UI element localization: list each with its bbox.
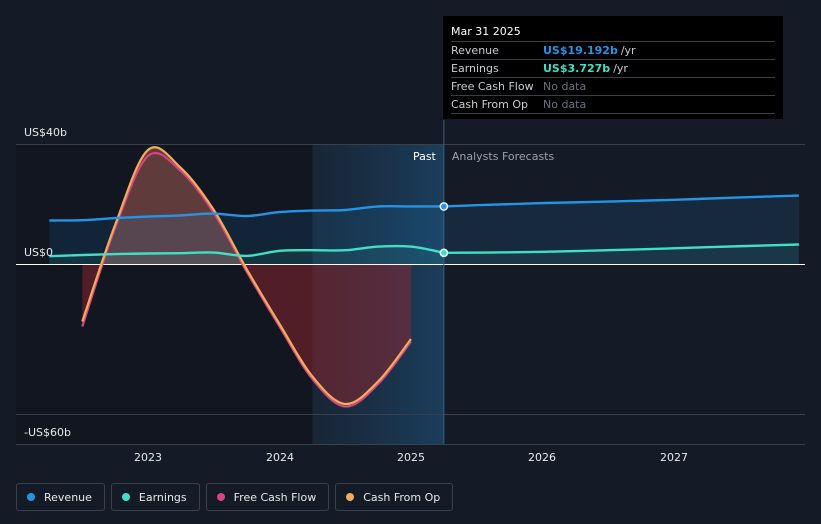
tooltip-value: US$19.192b bbox=[543, 44, 618, 57]
tooltip-row-revenue: Revenue US$19.192b /yr bbox=[451, 42, 775, 60]
legend-label: Cash From Op bbox=[363, 490, 441, 504]
x-tick-label: 2024 bbox=[266, 451, 294, 464]
series-line-earnings bbox=[49, 244, 445, 258]
legend-dot-icon bbox=[216, 493, 225, 501]
legend-dot-icon bbox=[346, 493, 355, 501]
cash-flow-negative-area bbox=[82, 264, 411, 405]
earnings-current-point bbox=[439, 248, 449, 258]
y-axis-top-label: US$40b bbox=[24, 126, 67, 139]
x-tick-label: 2025 bbox=[397, 451, 425, 464]
legend-label: Earnings bbox=[138, 490, 187, 504]
series-line-revenue bbox=[49, 204, 444, 222]
tooltip-row-earnings: Earnings US$3.727b /yr bbox=[451, 60, 775, 78]
legend-dot-icon bbox=[27, 493, 35, 501]
series-line-revenue-forecast bbox=[443, 194, 799, 208]
cash-flow-positive-area bbox=[82, 147, 411, 264]
tooltip-value: No data bbox=[543, 98, 587, 111]
x-tick-label: 2026 bbox=[528, 451, 556, 464]
tooltip-unit: /yr bbox=[613, 62, 628, 75]
revenue-area bbox=[49, 195, 799, 264]
x-tick-label: 2023 bbox=[134, 451, 162, 464]
tooltip-value: No data bbox=[543, 80, 587, 93]
tooltip-label: Earnings bbox=[451, 62, 499, 75]
past-region-label: Past bbox=[413, 150, 437, 163]
series-line-free-cash-flow bbox=[81, 151, 412, 408]
x-tick-label: 2027 bbox=[660, 451, 688, 464]
history-panel bbox=[16, 144, 313, 444]
tooltip-label: Free Cash Flow bbox=[451, 80, 534, 93]
earnings-area bbox=[49, 244, 799, 264]
legend-item-revenue[interactable]: Revenue bbox=[16, 483, 105, 511]
legend-label: Revenue bbox=[44, 490, 92, 504]
legend-label: Free Cash Flow bbox=[233, 490, 317, 504]
series-line-earnings-forecast bbox=[443, 243, 799, 254]
tooltip-label: Cash From Op bbox=[451, 98, 529, 111]
legend-item-free-cash-flow[interactable]: Free Cash Flow bbox=[205, 483, 330, 511]
forecast-region-label: Analysts Forecasts bbox=[452, 150, 555, 163]
series-line-cash-from-op bbox=[81, 146, 412, 406]
tooltip-unit: /yr bbox=[620, 44, 636, 57]
chart-legend: Revenue Earnings Free Cash Flow Cash Fro… bbox=[16, 483, 454, 511]
tooltip-row-free-cash-flow: Free Cash Flow No data bbox=[451, 78, 775, 96]
data-tooltip: Mar 31 2025 Revenue US$19.192b /yr Earni… bbox=[443, 16, 783, 119]
tooltip-row-cash-from-op: Cash From Op No data bbox=[451, 96, 775, 114]
legend-item-cash-from-op[interactable]: Cash From Op bbox=[335, 483, 454, 511]
revenue-current-point bbox=[439, 202, 449, 211]
legend-dot-icon bbox=[121, 493, 130, 501]
legend-item-earnings[interactable]: Earnings bbox=[110, 483, 200, 511]
y-axis-bottom-label: -US$60b bbox=[24, 426, 71, 439]
tooltip-label: Revenue bbox=[451, 44, 499, 57]
y-axis-zero-label: US$0 bbox=[24, 246, 53, 259]
past-year-highlight bbox=[312, 144, 444, 444]
tooltip-date: Mar 31 2025 bbox=[451, 23, 775, 42]
tooltip-value: US$3.727b bbox=[543, 62, 611, 75]
